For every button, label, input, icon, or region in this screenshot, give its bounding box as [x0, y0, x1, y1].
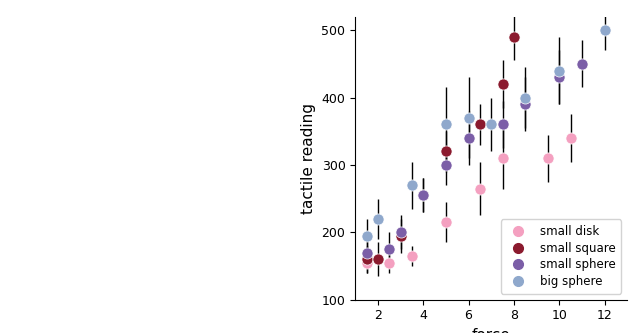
Y-axis label: tactile reading: tactile reading: [301, 103, 316, 214]
X-axis label: force: force: [472, 328, 511, 333]
Legend: small disk, small square, small sphere, big sphere: small disk, small square, small sphere, …: [500, 219, 621, 294]
